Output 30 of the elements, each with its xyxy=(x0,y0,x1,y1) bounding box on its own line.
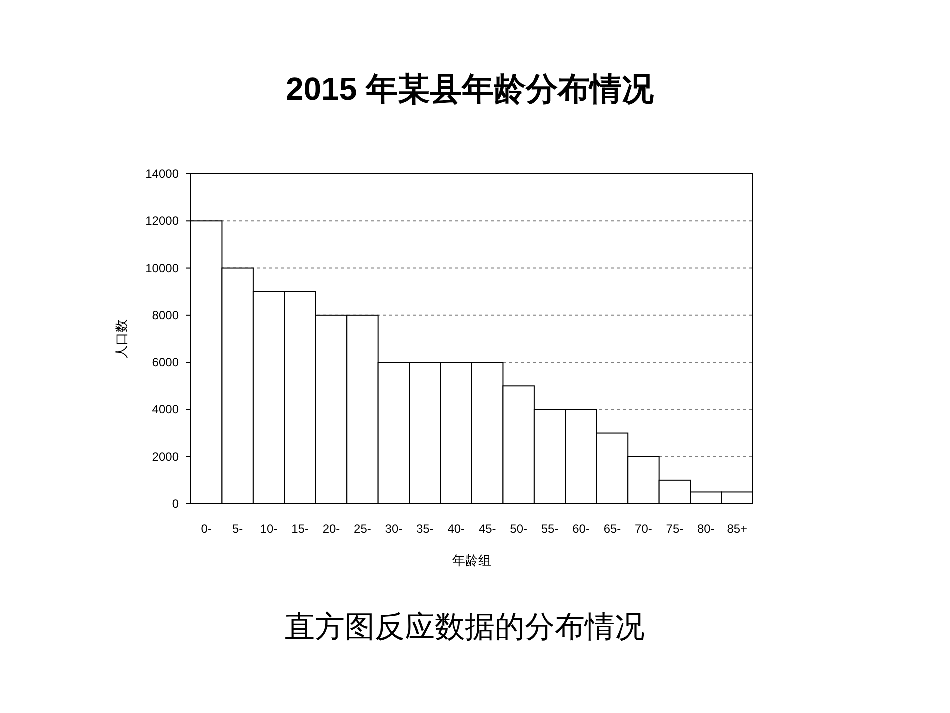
x-tick-label: 0- xyxy=(201,522,212,536)
y-tick-label: 12000 xyxy=(146,214,180,228)
x-tick-label: 45- xyxy=(478,522,496,536)
x-tick-label: 65- xyxy=(604,522,622,536)
x-tick-label: 35- xyxy=(416,522,434,536)
x-tick-label: 10- xyxy=(260,522,278,536)
x-tick-label: 50- xyxy=(510,522,528,536)
x-tick-label: 55- xyxy=(541,522,559,536)
y-axis-title: 人口数 xyxy=(114,320,129,358)
x-tick-label: 25- xyxy=(354,522,372,536)
chart-title: 2015 年某县年龄分布情况 xyxy=(286,71,656,107)
x-tick-label: 5- xyxy=(232,522,244,536)
x-tick-label: 85+ xyxy=(727,522,748,536)
x-tick-label: 15- xyxy=(292,522,309,536)
y-tick-label: 0 xyxy=(172,497,180,511)
y-tick-label: 4000 xyxy=(152,402,180,417)
x-tick-label: 20- xyxy=(322,522,340,536)
x-axis-title: 年龄组 xyxy=(452,553,492,568)
text: 直方图反应数据的分布情况 xyxy=(285,611,645,644)
x-tick-label: 40- xyxy=(448,522,466,536)
x-tick-label: 70- xyxy=(635,522,652,536)
y-tick-label: 14000 xyxy=(146,167,180,181)
x-tick-label: 80- xyxy=(697,522,715,536)
x-tick-label: 60- xyxy=(572,522,590,536)
x-tick-label: 30- xyxy=(385,522,403,536)
y-tick-label: 10000 xyxy=(146,261,180,276)
y-tick-label: 8000 xyxy=(152,308,180,322)
x-tick-label: 75- xyxy=(666,522,684,536)
y-tick-label: 6000 xyxy=(152,356,180,370)
y-tick-label: 2000 xyxy=(152,450,180,464)
